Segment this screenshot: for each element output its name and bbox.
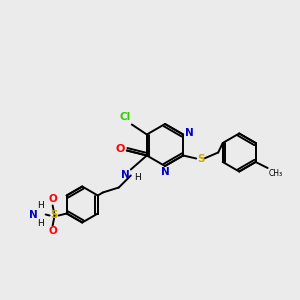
Text: H: H xyxy=(134,173,141,182)
Text: Cl: Cl xyxy=(120,112,131,122)
Text: H: H xyxy=(37,202,44,211)
Text: S: S xyxy=(197,154,205,164)
Text: O: O xyxy=(48,226,57,236)
Text: N: N xyxy=(121,170,130,181)
Text: S: S xyxy=(50,211,58,220)
Text: O: O xyxy=(116,145,125,154)
Text: N: N xyxy=(160,167,169,177)
Text: N: N xyxy=(29,209,38,220)
Text: O: O xyxy=(48,194,57,205)
Text: N: N xyxy=(185,128,194,139)
Text: H: H xyxy=(37,220,44,229)
Text: CH₃: CH₃ xyxy=(268,169,283,178)
